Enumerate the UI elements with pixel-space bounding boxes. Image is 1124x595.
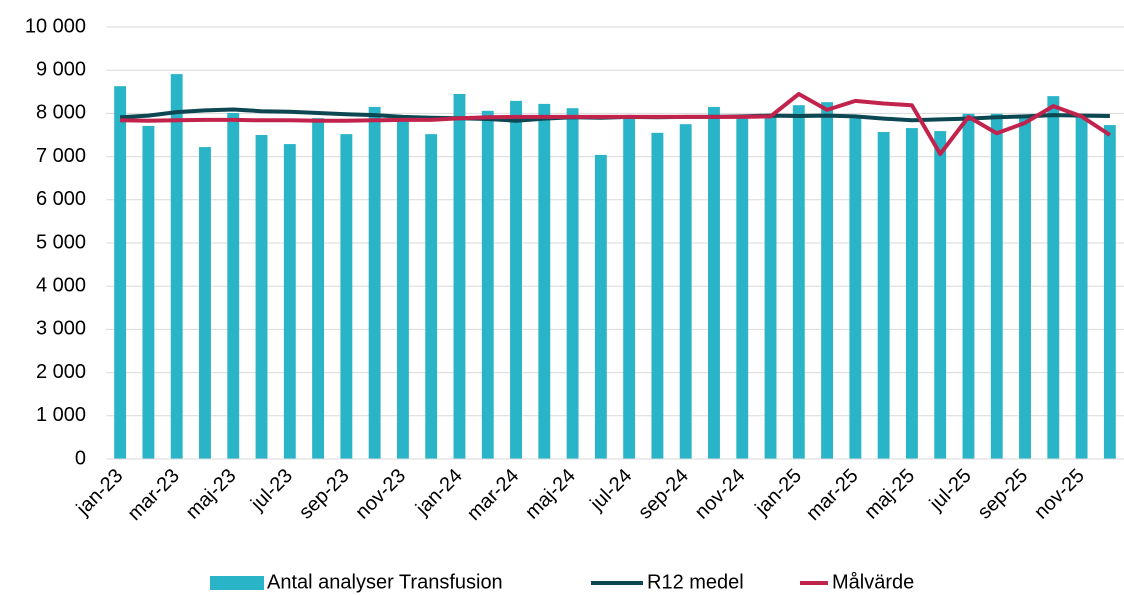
x-tick-label: maj-24 [521, 465, 580, 524]
bar [962, 113, 975, 459]
bar [368, 106, 381, 460]
x-tick-label: sep-23 [295, 465, 354, 524]
bar [792, 105, 805, 459]
y-tick-label: 5 000 [36, 231, 86, 253]
bar [566, 108, 579, 459]
y-tick-label: 4 000 [36, 274, 86, 296]
bar [227, 112, 240, 459]
y-tick-label: 9 000 [36, 58, 86, 80]
bar [538, 103, 551, 460]
line [120, 92, 1111, 156]
bar [679, 124, 692, 459]
x-tick-label: sep-25 [973, 465, 1032, 524]
x-tick-label: jul-23 [246, 465, 297, 516]
legend-label: Antal analyser Transfusion [267, 571, 503, 593]
x-tick-label: mar-24 [463, 465, 523, 525]
x-tick-label: maj-25 [860, 465, 919, 524]
y-tick-label: 0 [75, 447, 86, 469]
x-tick-label: nov-24 [691, 465, 750, 524]
x-tick-label: jul-25 [925, 465, 976, 516]
bar [849, 118, 862, 459]
y-tick-label: 8 000 [36, 102, 86, 124]
bar [736, 115, 749, 460]
bar [821, 102, 834, 459]
x-tick-label: maj-23 [182, 465, 241, 524]
bar [1047, 96, 1060, 460]
x-tick-label: jul-24 [586, 465, 637, 516]
y-tick-label: 10 000 [25, 15, 86, 37]
x-tick-label: jan-23 [72, 465, 128, 521]
x-tick-label: nov-25 [1030, 465, 1089, 524]
bar [934, 131, 947, 459]
bar [990, 113, 1003, 459]
bar [1103, 125, 1116, 460]
bar [623, 115, 636, 459]
bar [1075, 115, 1088, 459]
x-tick-label: mar-25 [802, 465, 862, 525]
y-tick-label: 1 000 [36, 404, 86, 426]
bar [481, 110, 494, 460]
y-tick-label: 3 000 [36, 318, 86, 340]
bar [877, 131, 890, 459]
bar [340, 134, 353, 460]
legend-swatch [210, 576, 264, 590]
x-tick-label: jan-24 [411, 465, 467, 521]
x-tick-label: jan-25 [750, 465, 806, 521]
y-tick-label: 7 000 [36, 145, 86, 167]
bar [510, 100, 522, 459]
bar [594, 154, 607, 459]
bar [114, 86, 127, 460]
legend-label: Målvärde [832, 571, 914, 593]
bar [283, 144, 296, 459]
bar [199, 147, 211, 459]
bar [170, 74, 183, 459]
bar [1019, 115, 1031, 459]
bar [764, 115, 777, 460]
x-tick-label: mar-23 [124, 465, 184, 525]
x-tick-label: sep-24 [634, 465, 693, 524]
bar [255, 135, 268, 459]
bar [425, 134, 438, 460]
y-tick-label: 2 000 [36, 361, 86, 383]
bar [142, 125, 155, 459]
bar [453, 93, 466, 460]
bar [396, 118, 409, 459]
bar [651, 132, 664, 459]
legend-label: R12 medel [647, 571, 744, 593]
bar [708, 106, 720, 460]
bar [312, 118, 325, 459]
bar [905, 128, 918, 459]
y-tick-label: 6 000 [36, 188, 86, 210]
x-tick-label: nov-23 [351, 465, 410, 524]
